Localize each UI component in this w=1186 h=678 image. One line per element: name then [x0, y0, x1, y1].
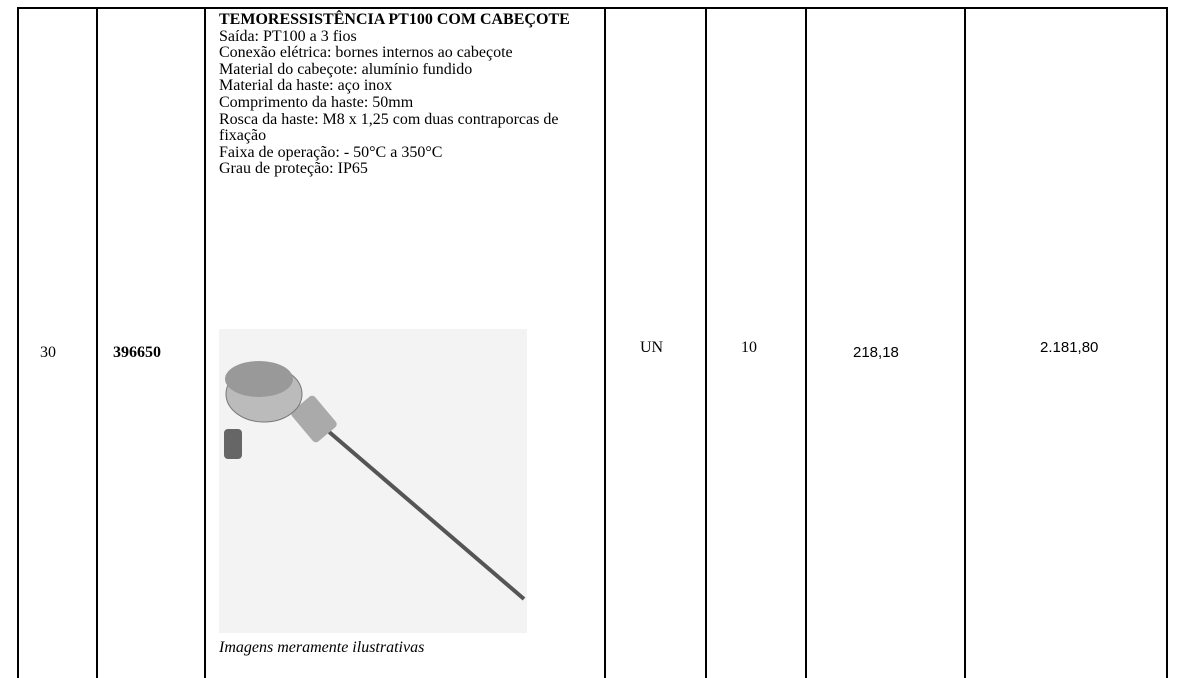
item-number: 30	[40, 344, 56, 361]
description-line: Comprimento da haste: 50mm	[219, 93, 414, 111]
table-border	[1166, 7, 1168, 678]
total: 2.181,80	[1040, 339, 1099, 356]
description-line: Faixa de operação: - 50°C a 350°C	[219, 143, 443, 161]
table-border	[705, 7, 707, 678]
description-line: Material do cabeçote: alumínio fundido	[219, 60, 473, 78]
table-border	[18, 7, 1168, 9]
description-line: Saída: PT100 a 3 fios	[219, 27, 357, 45]
unit-price: 218,18	[853, 344, 899, 361]
image-caption: Imagens meramente ilustrativas	[219, 639, 425, 656]
quantity: 10	[741, 339, 757, 356]
table-border	[17, 7, 19, 678]
product-code: 396650	[113, 344, 161, 361]
description: TEMORESSISTÊNCIA PT100 COM CABEÇOTE Saíd…	[219, 11, 579, 178]
unit: UN	[640, 339, 664, 356]
description-line: Rosca da haste: M8 x 1,25 com duas contr…	[219, 110, 559, 145]
description-title: TEMORESSISTÊNCIA PT100 COM CABEÇOTE	[219, 11, 570, 28]
table-border	[964, 7, 966, 678]
table-border	[805, 7, 807, 678]
description-line: Material da haste: aço inox	[219, 77, 393, 95]
table-border	[96, 7, 98, 678]
description-line: Grau de proteção: IP65	[219, 160, 368, 178]
description-line: Conexão elétrica: bornes internos ao cab…	[219, 44, 513, 62]
table-border	[204, 7, 206, 678]
product-image	[219, 329, 527, 633]
table-border	[604, 7, 606, 678]
